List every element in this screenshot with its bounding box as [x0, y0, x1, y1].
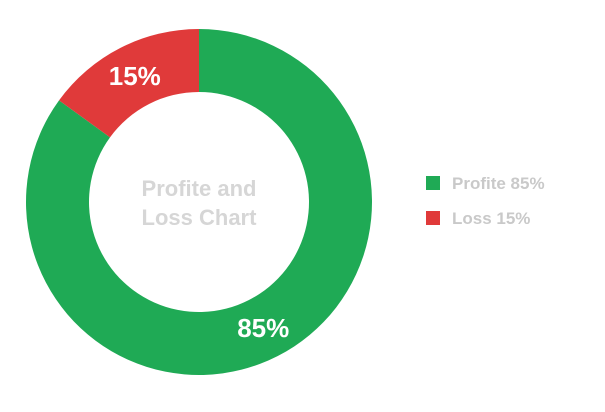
legend-label-profite: Profite 85%: [452, 174, 545, 193]
slice-loss: [59, 28, 200, 138]
legend-item-profite: Profite 85%: [426, 174, 545, 193]
slice-label-profite: 85%: [237, 313, 289, 343]
slices-layer: [25, 28, 372, 375]
slice-label-loss: 15%: [109, 61, 161, 91]
legend: Profite 85% Loss 15%: [426, 174, 545, 228]
legend-item-loss: Loss 15%: [426, 209, 530, 228]
slice-profite: [25, 29, 372, 375]
legend-swatch-profite: [426, 176, 440, 190]
legend-label-loss: Loss 15%: [452, 209, 530, 228]
legend-swatch-loss: [426, 211, 440, 225]
chart-title-line-2: Loss Chart: [142, 205, 258, 230]
chart-title-line-1: Profite and: [142, 176, 257, 201]
slice-labels-layer: 85% 15%: [109, 61, 290, 343]
